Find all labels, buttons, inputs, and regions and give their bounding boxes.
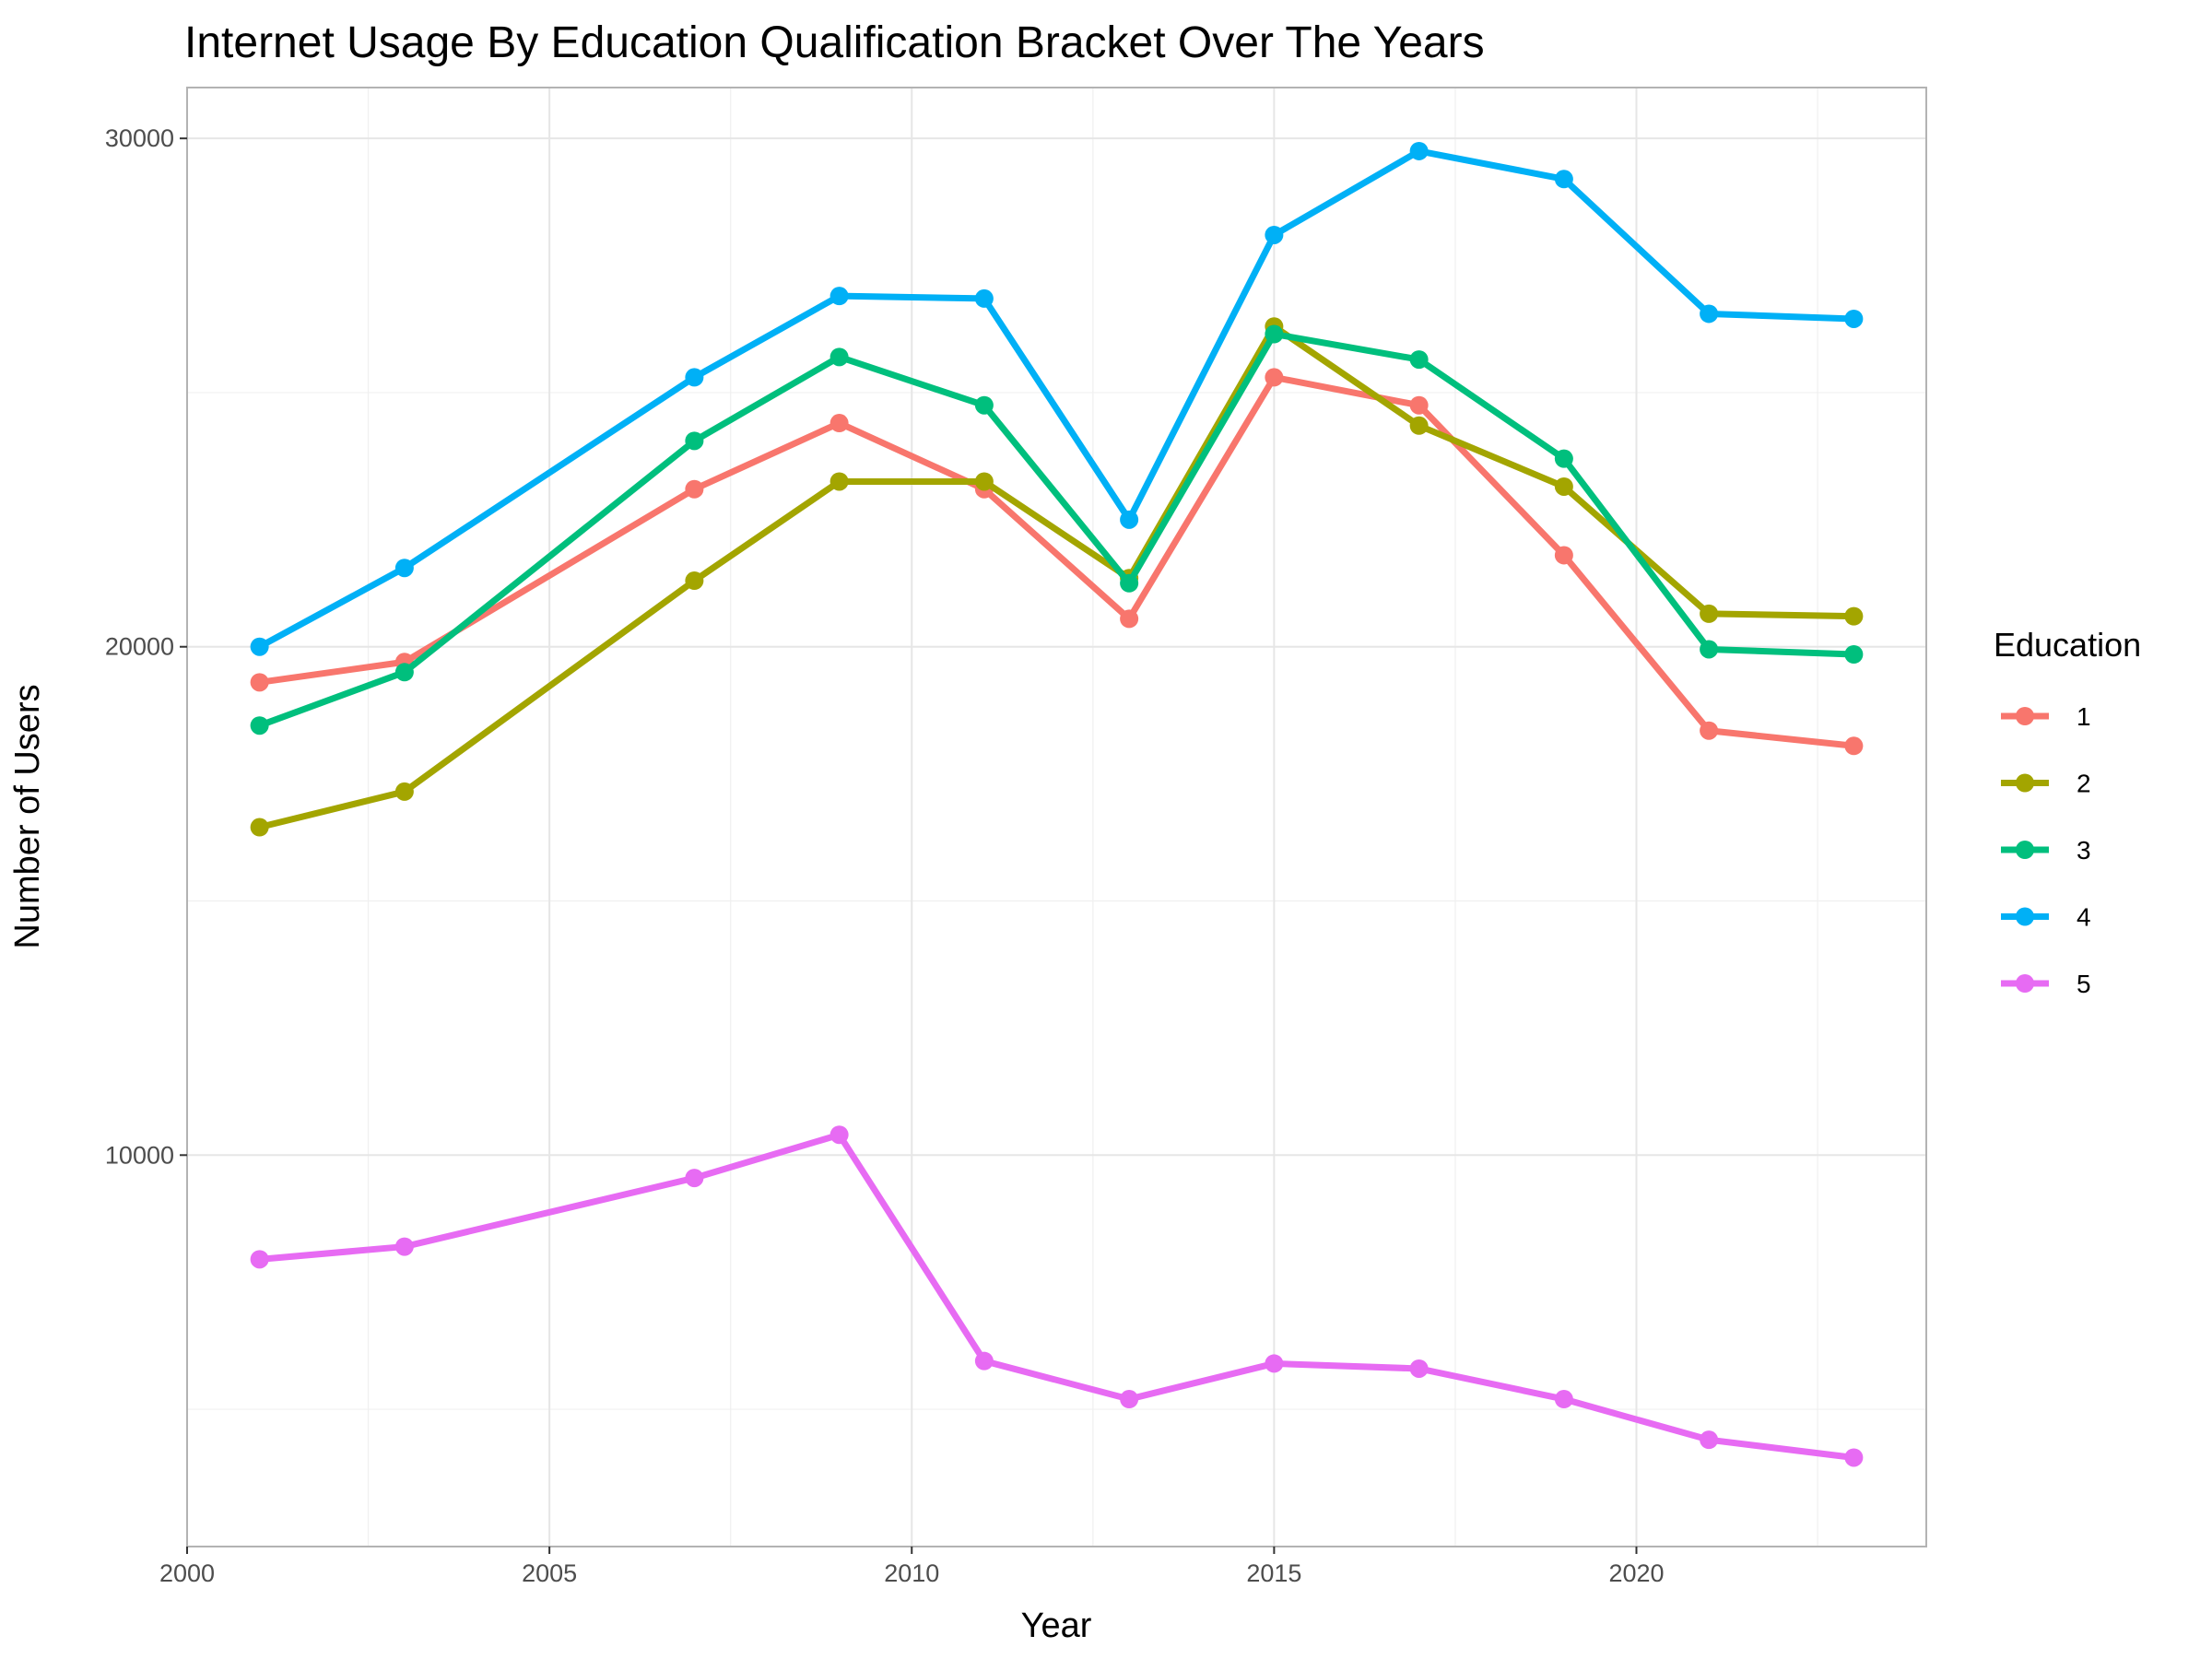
data-point	[1844, 644, 1864, 664]
data-point	[1700, 304, 1719, 324]
data-point	[685, 1169, 704, 1188]
data-point	[1844, 309, 1864, 328]
x-tick-label: 2000	[159, 1559, 215, 1587]
chart-title: Internet Usage By Education Qualificatio…	[184, 18, 1485, 67]
data-point	[1409, 416, 1429, 435]
legend-label: 3	[2077, 836, 2091, 865]
data-point	[1265, 368, 1284, 387]
data-point	[1120, 1390, 1139, 1409]
x-axis: 2000 2005 2010 2015 2020	[159, 1547, 1665, 1587]
x-tick-label: 2015	[1246, 1559, 1301, 1587]
data-point	[250, 818, 269, 837]
legend-label: 1	[2077, 702, 2091, 731]
data-point	[250, 637, 269, 656]
data-point	[1409, 395, 1429, 415]
y-tick-label: 10000	[105, 1141, 174, 1169]
data-point	[1554, 170, 1573, 189]
series-2	[250, 317, 1864, 837]
data-point	[1409, 141, 1429, 160]
data-point	[394, 782, 414, 801]
series-line	[257, 147, 1854, 650]
data-point	[685, 431, 704, 451]
data-point	[1120, 609, 1139, 629]
data-point	[974, 395, 994, 415]
data-point	[685, 571, 704, 591]
legend-key-point	[2016, 707, 2034, 725]
legend-item-2: 2	[2001, 770, 2091, 798]
data-point	[1265, 225, 1284, 244]
data-point	[974, 288, 994, 308]
legend-item-4: 4	[2001, 903, 2091, 932]
data-point	[250, 673, 269, 692]
data-point	[250, 1250, 269, 1269]
legend-key-point	[2016, 974, 2034, 993]
data-point	[830, 1125, 849, 1145]
legend-label: 5	[2077, 970, 2091, 998]
x-tick-label: 2005	[522, 1559, 577, 1587]
data-point	[250, 716, 269, 735]
legend-item-1: 1	[2001, 702, 2091, 731]
data-point	[1844, 1448, 1864, 1467]
data-point	[1265, 1354, 1284, 1373]
data-point	[1265, 324, 1284, 344]
y-axis-title: Number of Users	[8, 684, 47, 948]
series-1	[250, 368, 1864, 756]
data-point	[394, 663, 414, 682]
series-3	[250, 324, 1864, 735]
data-point	[974, 472, 994, 491]
data-point	[1409, 350, 1429, 370]
data-point	[1844, 736, 1864, 756]
data-point	[1700, 721, 1719, 740]
legend-key-point	[2016, 907, 2034, 926]
data-point	[1700, 604, 1719, 623]
data-point	[974, 1351, 994, 1371]
legend-item-3: 3	[2001, 836, 2091, 865]
y-axis: 10000 20000 30000	[105, 124, 187, 1169]
data-point	[830, 347, 849, 367]
data-point	[1700, 640, 1719, 659]
grid	[186, 88, 1926, 1547]
data-point	[1554, 449, 1573, 468]
legend-title: Education	[1994, 626, 2141, 664]
legend-label: 4	[2077, 903, 2091, 932]
x-axis-title: Year	[1021, 1606, 1092, 1645]
data-point	[394, 1237, 414, 1256]
data-point	[830, 287, 849, 306]
data-point	[830, 472, 849, 491]
data-point	[1700, 1430, 1719, 1450]
y-tick-label: 20000	[105, 633, 174, 661]
series-5	[250, 1125, 1864, 1467]
data-point	[685, 368, 704, 387]
data-point	[1844, 606, 1864, 626]
series-line	[258, 323, 1854, 830]
data-point	[830, 414, 849, 433]
data-point	[1120, 510, 1139, 529]
data-point	[394, 559, 414, 578]
legend: Education 1 2 3 4 5	[1994, 626, 2141, 998]
data-point	[685, 479, 704, 499]
legend-key-point	[2016, 841, 2034, 859]
x-tick-label: 2010	[884, 1559, 939, 1587]
series-line	[259, 373, 1854, 749]
legend-item-5: 5	[2001, 970, 2091, 998]
y-tick-label: 30000	[105, 124, 174, 152]
series-layer	[250, 141, 1864, 1467]
x-tick-label: 2020	[1608, 1559, 1664, 1587]
legend-key-point	[2016, 773, 2034, 793]
data-point	[1554, 1390, 1573, 1409]
data-point	[1554, 546, 1573, 565]
data-point	[1554, 477, 1573, 496]
data-point	[1120, 573, 1139, 593]
series-4	[250, 141, 1864, 656]
legend-label: 2	[2077, 770, 2091, 798]
data-point	[1409, 1359, 1429, 1378]
plot-panel	[186, 87, 1927, 1547]
